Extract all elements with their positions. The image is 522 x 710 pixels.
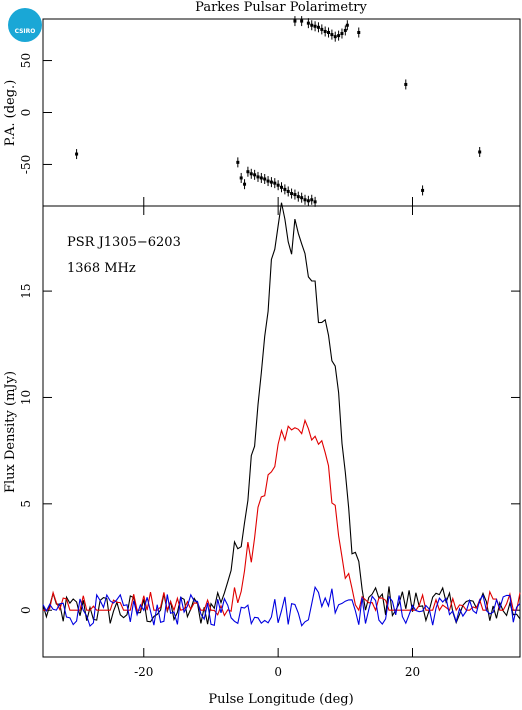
pa-point	[313, 196, 317, 207]
pa-y-tick-label: 0	[19, 109, 33, 117]
pa-frame	[42, 18, 521, 207]
pa-point	[421, 185, 425, 196]
pa-point	[478, 146, 482, 157]
pa-point	[306, 18, 310, 29]
pa-point	[249, 168, 253, 179]
pa-point	[337, 30, 341, 41]
pa-point	[253, 169, 257, 180]
pulsar-name-annotation: PSR J1305−6203	[67, 235, 181, 250]
pa-y-tick-label: 50	[19, 53, 33, 68]
pa-axis-ticks: -50 0 50	[19, 53, 414, 206]
pa-point	[345, 20, 349, 31]
flux-x-tick-label: 0	[274, 665, 282, 679]
flux-x-tick-label: -20	[134, 665, 153, 679]
pa-point	[266, 176, 270, 187]
pa-point	[357, 27, 361, 38]
logo-text: CSIRO	[14, 28, 36, 35]
pa-point	[293, 189, 297, 200]
pa-point	[320, 24, 324, 35]
pa-point	[296, 191, 300, 202]
pa-point	[283, 184, 287, 195]
pa-data-points	[75, 16, 482, 207]
pa-point	[263, 173, 267, 184]
pa-point	[323, 26, 327, 37]
flux-x-label: Pulse Longitude (deg)	[208, 692, 353, 707]
pa-point	[327, 27, 331, 38]
flux-series-linear	[43, 418, 521, 617]
pa-point	[280, 182, 283, 193]
flux-series-circular	[42, 585, 521, 627]
pa-point	[246, 166, 250, 177]
flux-density-panel: 0 5 10 15 -20 0 20 PSR J1305−6203 1368 MHz Flu…	[3, 202, 521, 707]
pa-point	[259, 172, 263, 183]
pa-point	[239, 172, 243, 183]
pa-point	[303, 194, 307, 205]
pa-point	[276, 180, 280, 191]
pa-point	[236, 157, 240, 168]
pa-point	[333, 31, 337, 42]
flux-series-total	[42, 202, 521, 625]
pa-point	[243, 179, 247, 190]
pa-point	[290, 188, 294, 199]
pa-y-tick-label: -50	[19, 155, 33, 174]
pa-point	[306, 195, 310, 206]
pa-point	[313, 21, 317, 32]
pa-point	[310, 20, 314, 31]
flux-y-tick-label: 10	[19, 390, 33, 405]
pa-point	[300, 192, 304, 203]
pa-point	[343, 25, 347, 36]
pa-y-label: P.A. (deg.)	[3, 80, 18, 147]
flux-y-tick-label: 0	[19, 606, 33, 614]
pa-point	[330, 29, 334, 40]
flux-y-tick-label: 15	[19, 283, 33, 298]
flux-axis-ticks: 0 5 10 15 -20 0 20	[19, 206, 520, 679]
pa-point	[75, 149, 79, 160]
flux-y-label: Flux Density (mJy)	[3, 371, 18, 493]
flux-x-tick-label: 20	[405, 665, 420, 679]
flux-series-lines	[42, 202, 521, 627]
flux-y-tick-label: 5	[19, 500, 33, 508]
figure-title: Parkes Pulsar Polarimetry	[195, 0, 367, 15]
pa-point	[269, 177, 273, 188]
position-angle-panel: -50 0 50 P.A. (deg.)	[3, 16, 521, 207]
pa-point	[286, 186, 290, 197]
pa-point	[256, 171, 260, 182]
csiro-logo: CSIRO	[8, 8, 42, 42]
pa-point	[300, 16, 304, 27]
pa-point	[316, 22, 320, 33]
pa-point	[340, 28, 344, 39]
pa-point	[273, 178, 277, 189]
pa-point	[404, 79, 408, 90]
pa-point	[293, 16, 297, 27]
pa-point	[310, 194, 314, 205]
frequency-annotation: 1368 MHz	[67, 261, 136, 276]
